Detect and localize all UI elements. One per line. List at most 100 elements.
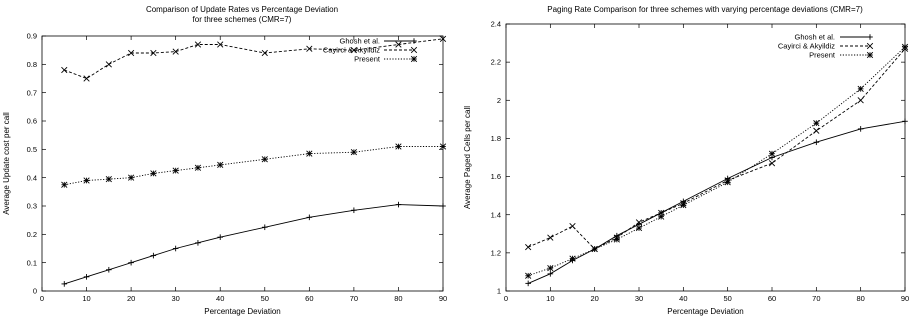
data-point — [902, 118, 908, 125]
legend-label: Cayirci & Akyildiz — [323, 46, 380, 55]
data-point — [306, 45, 313, 52]
data-point — [83, 75, 90, 82]
series-line — [528, 48, 906, 250]
data-point — [569, 223, 576, 230]
legend-label: Cayirci & Akyildiz — [778, 42, 835, 51]
data-point — [439, 143, 447, 150]
data-point — [569, 255, 576, 262]
data-point — [194, 164, 202, 171]
y-axis-label: Average Paged Cells per call — [463, 106, 472, 209]
data-point — [128, 259, 134, 266]
data-point — [172, 48, 179, 55]
x-tick-label: 70 — [350, 294, 358, 303]
data-point — [440, 203, 446, 209]
data-point — [261, 224, 268, 231]
series-1 — [61, 35, 447, 82]
y-tick-label: 2.4 — [491, 20, 501, 29]
data-point — [635, 219, 643, 226]
series-line — [64, 146, 443, 186]
data-point — [172, 245, 179, 252]
data-point — [194, 41, 202, 48]
y-tick-label: 1.4 — [491, 210, 501, 219]
x-tick-label: 90 — [901, 294, 909, 303]
x-tick-label: 70 — [812, 294, 820, 303]
series-line — [64, 204, 444, 285]
series-0 — [525, 118, 908, 287]
y-tick-label: 0.7 — [27, 88, 37, 97]
data-point — [525, 272, 532, 279]
data-point — [813, 120, 820, 127]
y-axis-label: Average Update cost per call — [2, 112, 11, 215]
data-point — [547, 271, 554, 277]
data-point — [724, 179, 731, 186]
legend-label: Ghosh et al. — [795, 33, 835, 42]
chart-subtitle: for three schemes (CMR=7) — [193, 15, 292, 24]
x-tick-label: 50 — [261, 294, 269, 303]
data-point — [105, 175, 112, 183]
data-point — [901, 43, 909, 51]
series-0 — [61, 201, 446, 287]
data-point — [83, 274, 90, 280]
data-point — [857, 97, 864, 104]
x-axis-label: Percentage Deviation — [204, 307, 281, 316]
y-tick-label: 1 — [497, 287, 501, 296]
y-tick-label: 0.3 — [27, 202, 37, 211]
data-point — [217, 41, 224, 48]
data-point — [306, 214, 313, 221]
data-point — [857, 126, 864, 132]
data-point — [61, 66, 68, 74]
y-tick-label: 0.8 — [27, 60, 37, 69]
y-tick-label: 0.9 — [27, 32, 37, 41]
data-point — [680, 202, 687, 209]
y-tick-label: 1.8 — [491, 134, 501, 143]
chart-left: Comparison of Update Rates vs Percentage… — [2, 5, 447, 316]
data-point — [658, 213, 665, 220]
legend-marker — [866, 51, 874, 59]
x-tick-label: 10 — [546, 294, 554, 303]
plot-frame — [505, 23, 906, 292]
data-point — [217, 234, 224, 240]
data-point — [150, 170, 157, 177]
legend-label: Ghosh et al. — [340, 37, 380, 46]
data-point — [217, 161, 224, 169]
data-point — [813, 139, 820, 146]
data-point — [857, 85, 864, 92]
series-2 — [61, 143, 447, 188]
legend-label: Present — [354, 55, 381, 64]
x-tick-label: 30 — [171, 294, 179, 303]
legend-marker — [411, 38, 417, 44]
data-point — [813, 127, 820, 134]
y-tick-label: 0.4 — [27, 173, 37, 182]
data-point — [525, 280, 531, 287]
data-point — [261, 156, 268, 163]
data-point — [127, 174, 135, 181]
legend-marker — [410, 46, 418, 54]
data-point — [768, 150, 776, 157]
series-line — [528, 120, 906, 284]
x-tick-label: 60 — [768, 294, 776, 303]
x-tick-label: 40 — [679, 294, 687, 303]
data-point — [591, 245, 598, 253]
data-point — [635, 224, 643, 232]
y-tick-label: 1.2 — [491, 248, 501, 257]
y-tick-label: 0.6 — [27, 117, 37, 126]
data-point — [395, 41, 402, 48]
data-point — [439, 35, 447, 42]
y-tick-label: 0 — [33, 287, 37, 296]
data-point — [525, 244, 532, 251]
data-point — [395, 143, 402, 150]
data-point — [613, 236, 620, 243]
data-point — [150, 49, 157, 57]
x-tick-label: 10 — [82, 294, 90, 303]
data-point — [350, 47, 358, 54]
x-tick-label: 80 — [856, 294, 864, 303]
data-point — [768, 160, 776, 167]
y-tick-label: 0.2 — [27, 230, 37, 239]
y-tick-label: 0.5 — [27, 145, 37, 154]
data-point — [547, 264, 554, 272]
data-point — [61, 181, 68, 188]
y-tick-label: 0.1 — [27, 258, 37, 267]
chart-title: Paging Rate Comparison for three schemes… — [547, 5, 863, 14]
chart-right: Paging Rate Comparison for three schemes… — [463, 5, 909, 316]
x-axis-label: Percentage Deviation — [667, 307, 744, 316]
